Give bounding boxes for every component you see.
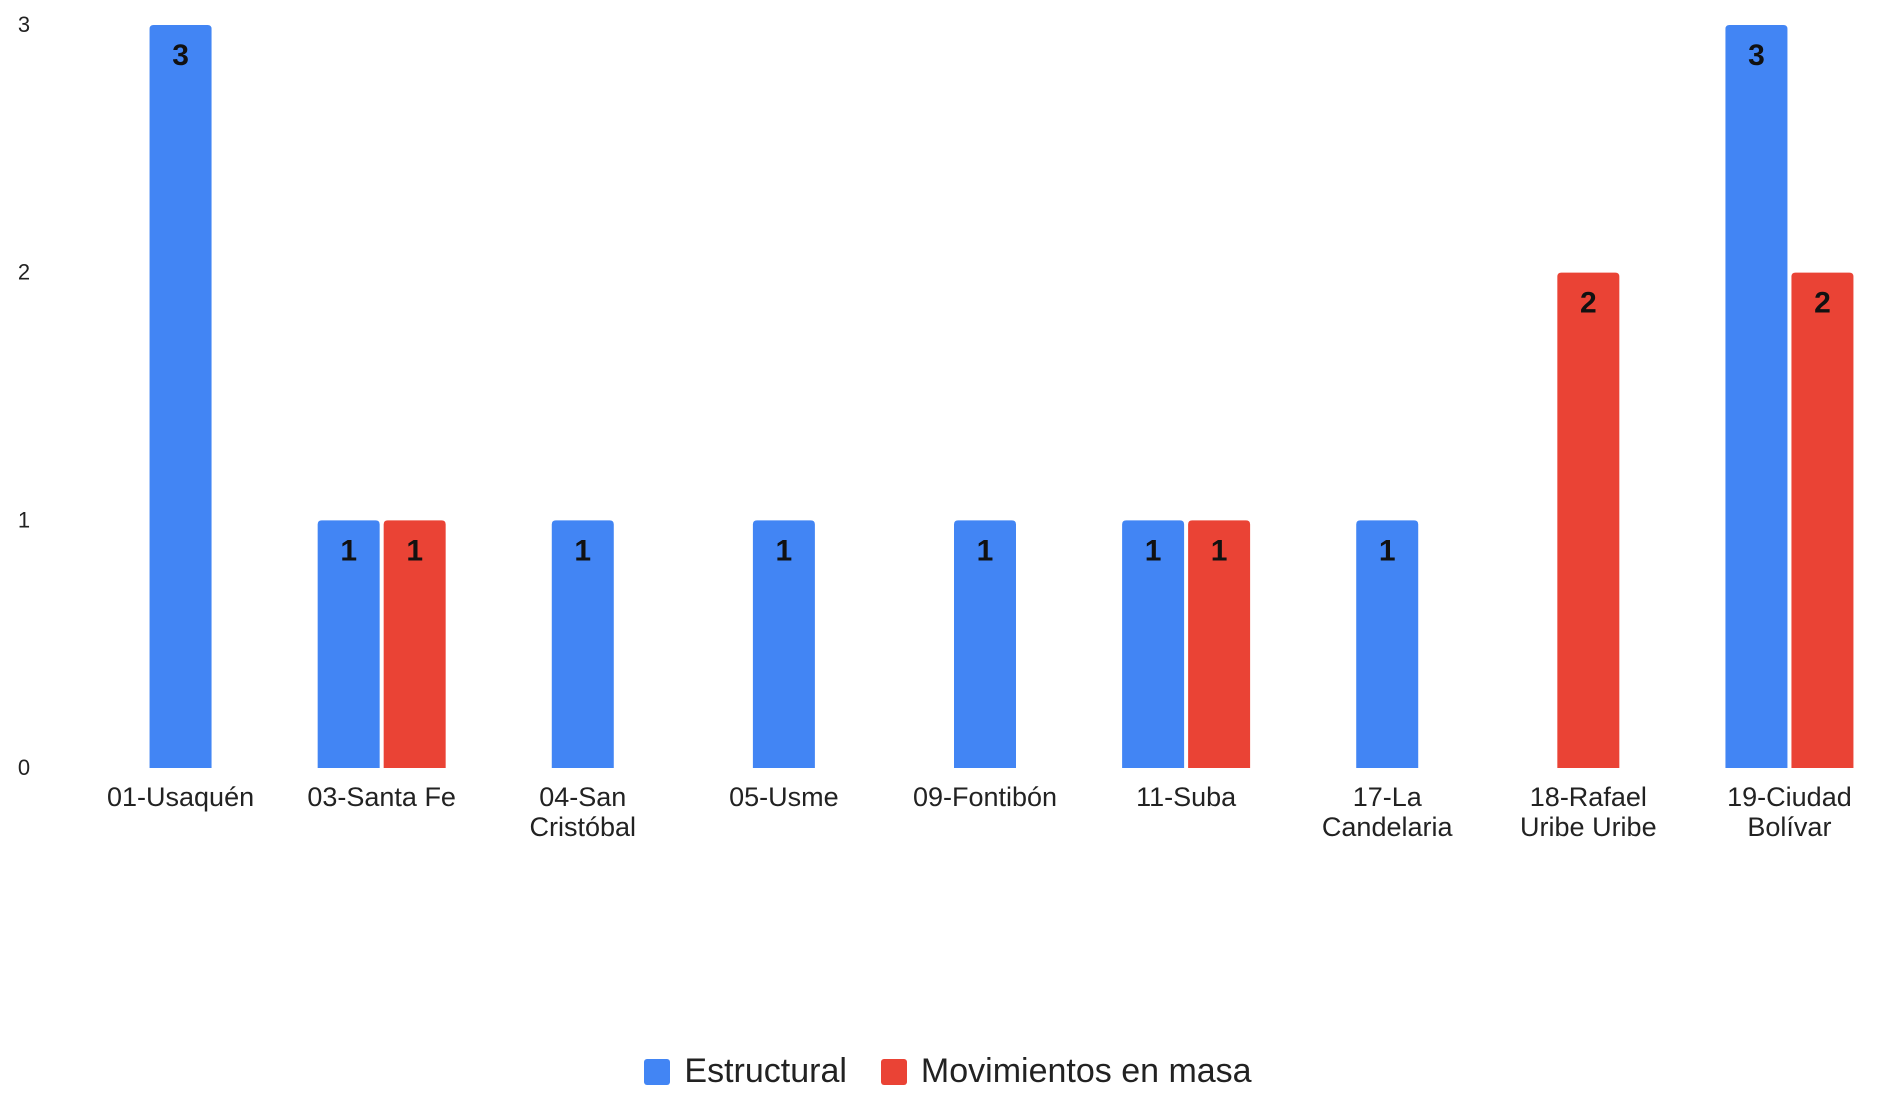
bar-value-label: 1	[1145, 534, 1162, 567]
bar[interactable]	[1122, 520, 1185, 768]
bar-value-label: 1	[340, 534, 357, 567]
bar[interactable]	[954, 520, 1016, 768]
legend-swatch	[880, 1058, 907, 1085]
bar[interactable]	[1557, 272, 1620, 768]
legend-label: Estructural	[684, 1052, 847, 1090]
bar[interactable]	[752, 520, 815, 768]
x-tick-label: 19-Ciudad Bolívar	[1727, 782, 1852, 842]
x-tick-label: 18-Rafael Uribe Uribe	[1520, 782, 1657, 842]
bar[interactable]	[149, 25, 212, 768]
legend-item-estructural[interactable]: Estructural	[644, 1052, 847, 1091]
bar-value-label: 2	[1814, 287, 1831, 320]
bar-value-label: 1	[977, 534, 994, 567]
bar-value-label: 1	[1379, 534, 1396, 567]
bar[interactable]	[383, 520, 446, 768]
bar[interactable]	[1188, 520, 1251, 768]
x-tick-label: 11-Suba	[1136, 782, 1237, 812]
x-axis: 01-Usaquén 03-Santa Fe 04-San Cristóbal 05-U…	[107, 782, 1852, 842]
bar-value-label: 1	[776, 534, 793, 567]
legend-label: Movimientos en masa	[920, 1052, 1252, 1090]
bars-group	[149, 25, 1854, 768]
x-tick-label: 04-San Cristóbal	[530, 782, 637, 842]
y-tick-label: 1	[18, 507, 30, 532]
legend-item-movimientos[interactable]: Movimientos en masa	[880, 1052, 1252, 1091]
legend-swatch	[644, 1058, 671, 1085]
x-tick-label: 09-Fontibón	[913, 782, 1057, 812]
bar[interactable]	[1356, 520, 1419, 768]
x-tick-label: 03-Santa Fe	[307, 782, 456, 812]
bar-value-label: 3	[1748, 39, 1765, 72]
y-tick-label: 3	[18, 12, 30, 37]
y-axis: 0 1 2 3	[18, 12, 30, 780]
legend: Estructural Movimientos en masa	[0, 1052, 1896, 1091]
x-tick-label: 05-Usme	[729, 782, 839, 812]
bar[interactable]	[1725, 25, 1788, 768]
bar[interactable]	[317, 520, 380, 768]
x-tick-label: 01-Usaquén	[107, 782, 254, 812]
bar-value-label: 1	[1211, 534, 1228, 567]
data-labels: 3 1 1 1 1 1 1 1 1 2 3 2	[172, 39, 1831, 567]
bar-value-label: 2	[1580, 287, 1597, 320]
y-tick-label: 0	[18, 755, 30, 780]
bar-value-label: 3	[172, 39, 189, 72]
bar[interactable]	[551, 520, 614, 768]
x-tick-label: 17-La Candelaria	[1322, 782, 1454, 842]
bar-value-label: 1	[574, 534, 591, 567]
bar-value-label: 1	[406, 534, 423, 567]
bar[interactable]	[1791, 272, 1854, 768]
y-tick-label: 2	[18, 260, 30, 285]
